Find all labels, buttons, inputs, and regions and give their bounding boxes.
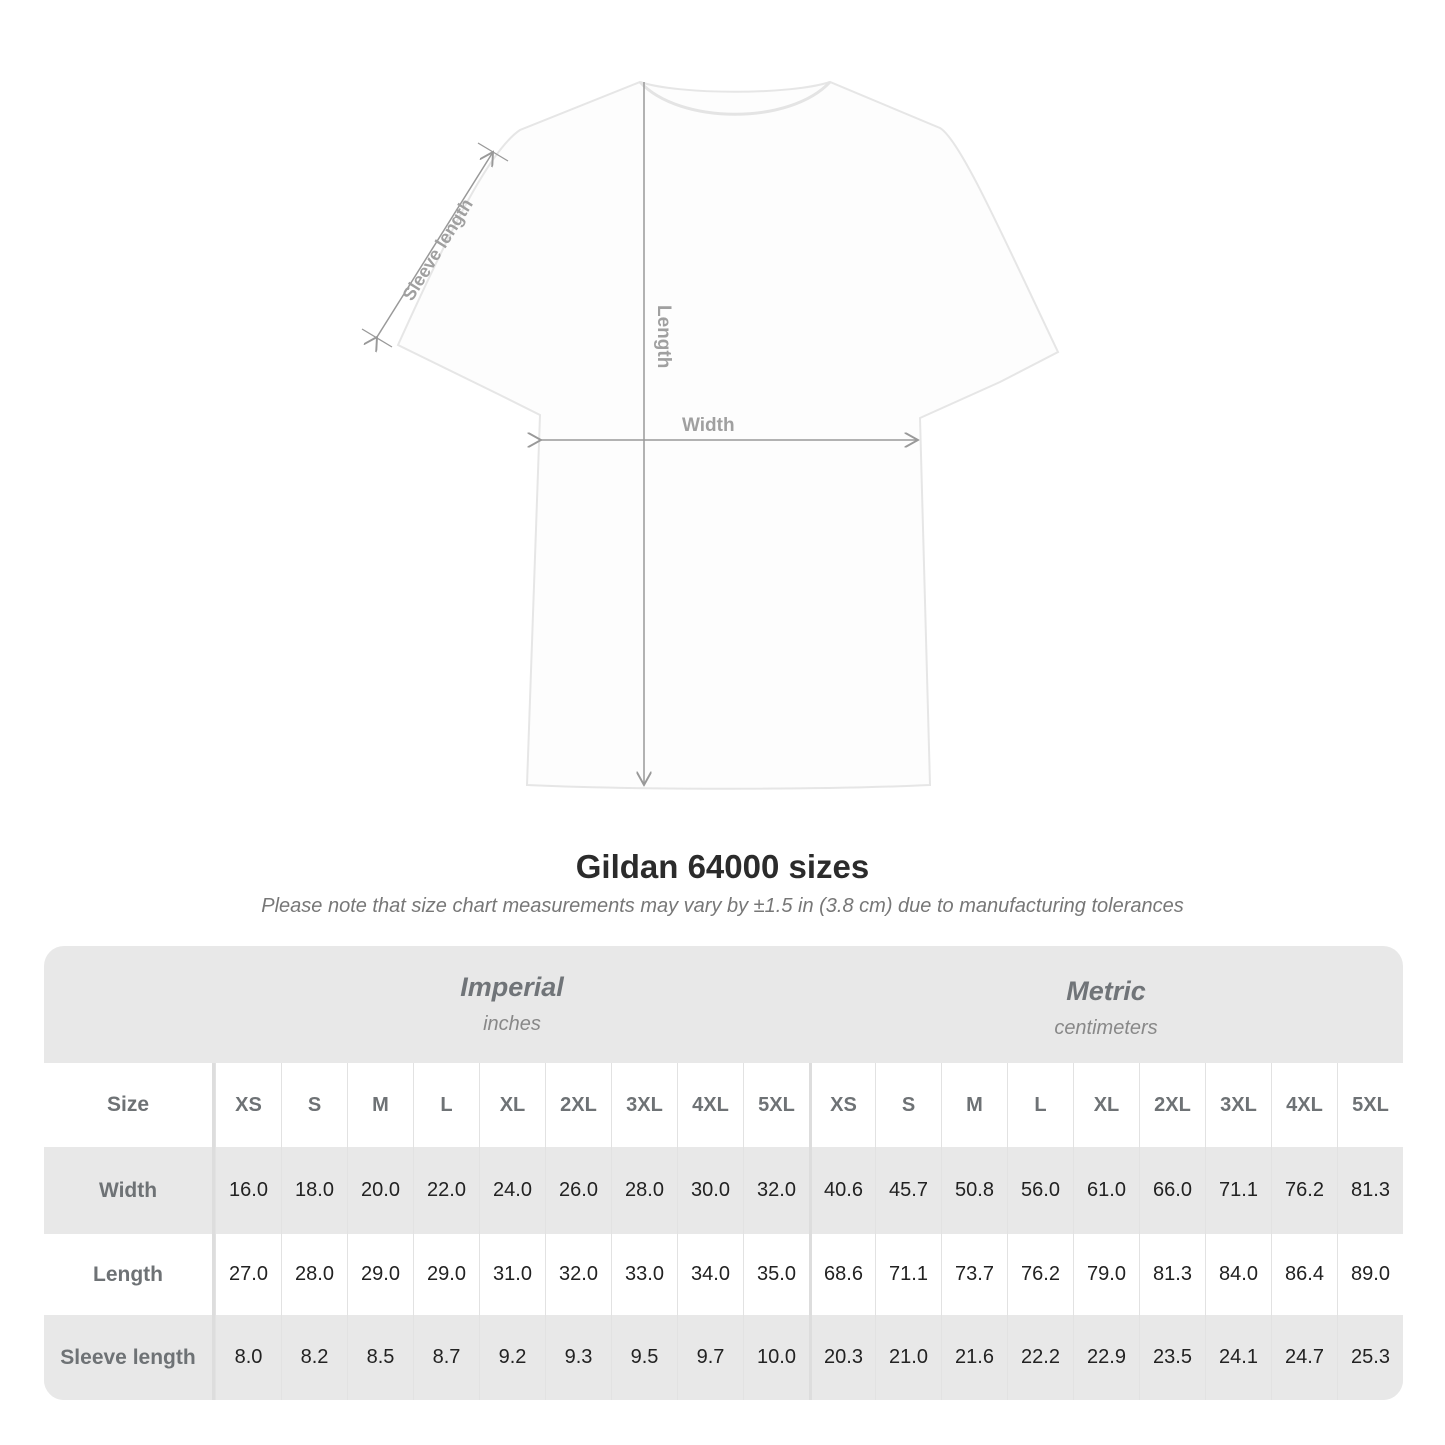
size-header-metric: L <box>1007 1063 1073 1147</box>
table-cell-imperial: 30.0 <box>677 1147 743 1234</box>
metric-header: Metric centimeters <box>809 946 1403 1093</box>
metric-label: Metric <box>1066 976 1146 1006</box>
row-label: Width <box>44 1147 215 1234</box>
size-header-metric: 3XL <box>1205 1063 1271 1147</box>
table-cell-imperial: 27.0 <box>215 1234 281 1315</box>
metric-unit: centimeters <box>1054 1017 1158 1039</box>
table-cell-imperial: 9.5 <box>611 1315 677 1400</box>
table-cell-metric: 24.7 <box>1271 1315 1337 1400</box>
table-cell-imperial: 9.2 <box>479 1315 545 1400</box>
table-cell-metric: 71.1 <box>1205 1147 1271 1234</box>
table-cell-imperial: 10.0 <box>743 1315 809 1400</box>
table-cell-imperial: 24.0 <box>479 1147 545 1234</box>
size-header-metric: S <box>875 1063 941 1147</box>
table-cell-metric: 76.2 <box>1271 1147 1337 1234</box>
size-header-imperial: 5XL <box>743 1063 809 1147</box>
table-cell-imperial: 28.0 <box>611 1147 677 1234</box>
table-cell-imperial: 9.3 <box>545 1315 611 1400</box>
table-cell-metric: 73.7 <box>941 1234 1007 1315</box>
table-cell-metric: 40.6 <box>809 1147 875 1234</box>
table-cell-metric: 89.0 <box>1337 1234 1403 1315</box>
size-header-imperial: 4XL <box>677 1063 743 1147</box>
table-cell-metric: 22.2 <box>1007 1315 1073 1400</box>
page-title: Gildan 64000 sizes <box>575 848 870 885</box>
table-cell-metric: 22.9 <box>1073 1315 1139 1400</box>
table-cell-metric: 56.0 <box>1007 1147 1073 1234</box>
table-cell-imperial: 29.0 <box>347 1234 413 1315</box>
table-cell-imperial: 34.0 <box>677 1234 743 1315</box>
size-header-imperial: XS <box>215 1063 281 1147</box>
length-label: Length <box>653 305 674 368</box>
table-cell-metric: 23.5 <box>1139 1315 1205 1400</box>
table-cell-metric: 61.0 <box>1073 1147 1139 1234</box>
table-cell-metric: 84.0 <box>1205 1234 1271 1315</box>
size-header-imperial: XL <box>479 1063 545 1147</box>
table-cell-metric: 71.1 <box>875 1234 941 1315</box>
sleeve-arrow <box>377 152 493 337</box>
size-table: Imperial inches Metric centimeters Size X… <box>44 946 1403 1400</box>
table-cell-imperial: 8.0 <box>215 1315 281 1400</box>
table-cell-metric: 50.8 <box>941 1147 1007 1234</box>
table-cell-imperial: 29.0 <box>413 1234 479 1315</box>
table-cell-imperial: 8.5 <box>347 1315 413 1400</box>
table-cell-metric: 76.2 <box>1007 1234 1073 1315</box>
size-header-imperial: L <box>413 1063 479 1147</box>
table-cell-metric: 81.3 <box>1139 1234 1205 1315</box>
table-cell-imperial: 28.0 <box>281 1234 347 1315</box>
row-label: Sleeve length <box>44 1315 215 1400</box>
row-label: Length <box>44 1234 215 1315</box>
table-cell-metric: 24.1 <box>1205 1315 1271 1400</box>
table-cell-imperial: 35.0 <box>743 1234 809 1315</box>
size-header-imperial: M <box>347 1063 413 1147</box>
table-cell-imperial: 32.0 <box>743 1147 809 1234</box>
table-cell-imperial: 9.7 <box>677 1315 743 1400</box>
table-cell-imperial: 20.0 <box>347 1147 413 1234</box>
table-cell-metric: 25.3 <box>1337 1315 1403 1400</box>
imperial-header: Imperial inches <box>215 946 809 1089</box>
table-cell-imperial: 33.0 <box>611 1234 677 1315</box>
imperial-unit: inches <box>483 1013 541 1035</box>
size-header-label: Size <box>44 1063 215 1147</box>
size-header-metric: 2XL <box>1139 1063 1205 1147</box>
width-label: Width <box>682 415 735 436</box>
size-header-imperial: S <box>281 1063 347 1147</box>
size-header-imperial: 3XL <box>611 1063 677 1147</box>
table-cell-metric: 79.0 <box>1073 1234 1139 1315</box>
table-cell-imperial: 8.7 <box>413 1315 479 1400</box>
imperial-label: Imperial <box>460 972 564 1002</box>
size-header-metric: 4XL <box>1271 1063 1337 1147</box>
table-cell-imperial: 32.0 <box>545 1234 611 1315</box>
table-cell-metric: 21.6 <box>941 1315 1007 1400</box>
table-cell-metric: 20.3 <box>809 1315 875 1400</box>
size-header-metric: XL <box>1073 1063 1139 1147</box>
table-cell-imperial: 18.0 <box>281 1147 347 1234</box>
table-cell-imperial: 31.0 <box>479 1234 545 1315</box>
table-cell-metric: 21.0 <box>875 1315 941 1400</box>
table-cell-metric: 66.0 <box>1139 1147 1205 1234</box>
table-cell-metric: 81.3 <box>1337 1147 1403 1234</box>
table-cell-metric: 68.6 <box>809 1234 875 1315</box>
table-cell-imperial: 8.2 <box>281 1315 347 1400</box>
size-header-metric: XS <box>809 1063 875 1147</box>
tshirt-diagram: Sleeve length Length Width <box>361 80 1060 790</box>
tolerance-note: Please note that size chart measurements… <box>261 895 1184 917</box>
table-cell-imperial: 22.0 <box>413 1147 479 1234</box>
size-header-imperial: 2XL <box>545 1063 611 1147</box>
size-header-metric: 5XL <box>1337 1063 1403 1147</box>
table-cell-metric: 86.4 <box>1271 1234 1337 1315</box>
table-cell-metric: 45.7 <box>875 1147 941 1234</box>
table-cell-imperial: 26.0 <box>545 1147 611 1234</box>
size-header-metric: M <box>941 1063 1007 1147</box>
table-cell-imperial: 16.0 <box>215 1147 281 1234</box>
size-grid: Size XS S M L XL 2XL 3XL 4XL 5XL XS S M L XL 2XL 3XL 4XL 5… <box>44 1063 1403 1400</box>
